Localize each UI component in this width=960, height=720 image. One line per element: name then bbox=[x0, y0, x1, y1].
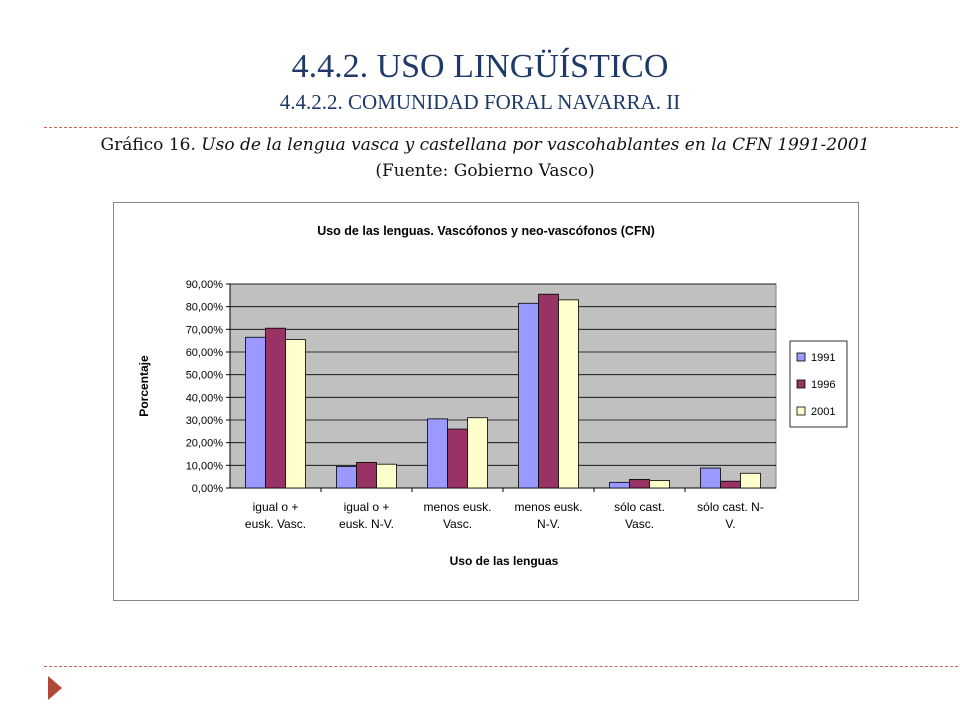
bar bbox=[518, 302, 539, 489]
bottom-divider bbox=[44, 666, 960, 667]
legend-swatch bbox=[796, 406, 806, 416]
bar bbox=[609, 481, 630, 489]
caption-prefix: Gráfico 16. bbox=[100, 135, 202, 155]
x-tick-label: N-V. bbox=[537, 517, 560, 531]
bar bbox=[336, 466, 357, 489]
bar bbox=[649, 480, 670, 489]
legend-label: 1991 bbox=[811, 352, 835, 364]
figure-caption: Gráfico 16. Uso de la lengua vasca y cas… bbox=[70, 132, 900, 184]
x-tick-label: igual o + bbox=[253, 500, 299, 514]
y-tick-label: 0,00% bbox=[192, 483, 223, 495]
y-tick-label: 90,00% bbox=[186, 279, 224, 291]
y-tick-label: 30,00% bbox=[186, 415, 224, 427]
bar bbox=[376, 463, 397, 489]
bar-chart: Uso de las lenguas. Vascófonos y neo-vas… bbox=[137, 224, 848, 568]
bar bbox=[740, 472, 761, 489]
x-tick-label: Vasc. bbox=[443, 517, 472, 531]
chart-title: Uso de las lenguas. Vascófonos y neo-vas… bbox=[317, 224, 655, 238]
x-tick-label: eusk. Vasc. bbox=[245, 517, 306, 531]
bullet-arrow-icon bbox=[48, 676, 62, 700]
x-axis-label: Uso de las lenguas bbox=[450, 554, 559, 568]
bar bbox=[558, 299, 579, 489]
y-tick-label: 40,00% bbox=[186, 392, 224, 404]
bar bbox=[629, 478, 650, 489]
slide-title: 4.4.2. USO LINGÜÍSTICO bbox=[291, 48, 669, 85]
top-divider bbox=[44, 127, 960, 128]
x-tick-label: igual o + bbox=[344, 500, 390, 514]
bar bbox=[700, 467, 721, 489]
x-tick-label: V. bbox=[725, 517, 735, 531]
y-tick-label: 50,00% bbox=[186, 370, 224, 382]
x-tick-label: Vasc. bbox=[625, 517, 654, 531]
x-tick-label: sólo cast. N- bbox=[697, 500, 764, 514]
x-tick-label: menos eusk. bbox=[423, 500, 491, 514]
bar bbox=[265, 327, 286, 489]
x-tick-label: eusk. N-V. bbox=[339, 517, 394, 531]
x-tick-label: sólo cast. bbox=[614, 500, 665, 514]
bar bbox=[720, 480, 741, 489]
chart-frame: Uso de las lenguas. Vascófonos y neo-vas… bbox=[113, 202, 859, 601]
bar bbox=[467, 417, 488, 489]
caption-italic: Uso de la lengua vasca y castellana por … bbox=[201, 135, 870, 155]
y-tick-label: 80,00% bbox=[186, 302, 224, 314]
slide-subtitle: 4.4.2.2. COMUNIDAD FORAL NAVARRA. II bbox=[279, 90, 681, 114]
y-tick-label: 10,00% bbox=[186, 460, 224, 472]
bar bbox=[245, 336, 266, 489]
y-tick-label: 60,00% bbox=[186, 347, 224, 359]
y-axis-label: Porcentaje bbox=[137, 355, 151, 417]
legend-swatch bbox=[796, 379, 806, 389]
bar bbox=[356, 461, 377, 489]
bar bbox=[427, 418, 448, 489]
legend-swatch bbox=[796, 352, 806, 362]
plot-area bbox=[229, 283, 777, 489]
bar bbox=[447, 428, 468, 489]
legend-label: 1996 bbox=[811, 379, 835, 391]
bar bbox=[538, 293, 559, 489]
y-tick-label: 70,00% bbox=[186, 324, 224, 336]
x-tick-label: menos eusk. bbox=[514, 500, 582, 514]
legend-label: 2001 bbox=[811, 406, 835, 418]
y-tick-label: 20,00% bbox=[186, 438, 224, 450]
caption-suffix: (Fuente: Gobierno Vasco) bbox=[375, 161, 595, 181]
bar bbox=[285, 339, 306, 489]
